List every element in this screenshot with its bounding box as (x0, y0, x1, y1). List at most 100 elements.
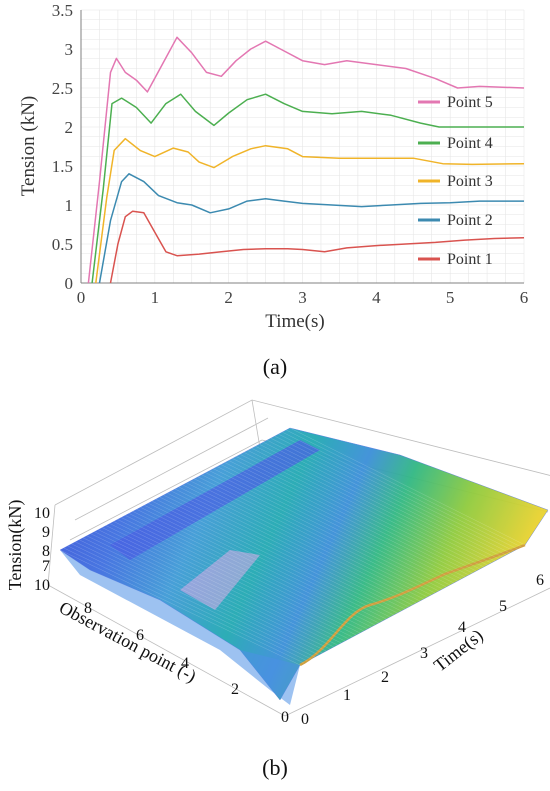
mesh-line (232, 458, 469, 576)
x-tick-label: 3 (420, 645, 428, 662)
chart-a-legend: Point 5 Point 4 Point 3 Point 2 Point 1 (418, 94, 493, 268)
mesh-line (251, 448, 488, 566)
mesh-line (71, 543, 312, 660)
y-tick-label: 2 (231, 681, 239, 698)
chart-a-x-tick-labels: 0 1 2 3 4 5 6 (77, 288, 529, 307)
x-tick-label: 4 (458, 619, 466, 636)
mesh-line (259, 444, 496, 562)
y-tick-label: 4 (181, 655, 189, 672)
mesh-line (163, 494, 402, 612)
x-tick-label: 3 (298, 288, 307, 307)
chart-a-y-tick-labels: 0 0.5 1 1.5 2 2.5 3 3.5 (52, 1, 73, 293)
mesh-line (117, 519, 357, 636)
mesh-line (94, 531, 334, 648)
mesh-line (289, 427, 526, 546)
series-line-point-5 (87, 36, 525, 284)
mesh-line (105, 525, 346, 642)
chart-b-y-tick-labels: 10 8 6 4 2 0 (34, 577, 289, 726)
mesh-line (190, 480, 428, 598)
series-line-point-4 (91, 93, 524, 284)
mesh-line (270, 438, 507, 556)
chart-b-surface (59, 427, 549, 705)
mesh-line (79, 539, 319, 656)
mesh-line (243, 452, 481, 570)
mesh-line (236, 456, 473, 574)
mesh-line (86, 535, 327, 652)
mesh-line (159, 496, 398, 614)
mesh-line (98, 529, 338, 646)
legend-label: Point 1 (447, 251, 493, 268)
mesh-line (213, 468, 451, 586)
y-tick-label: 1.5 (52, 157, 73, 176)
x-tick-label: 4 (372, 288, 381, 307)
mesh-line (209, 470, 447, 588)
mesh-line (247, 450, 484, 568)
chart-b-z-axis-title: Tension(kN) (5, 500, 26, 591)
mesh-line (186, 482, 424, 600)
z-tick-label: 7 (42, 558, 50, 575)
mesh-line (82, 537, 323, 654)
mesh-line (167, 492, 406, 610)
mesh-line (151, 501, 391, 618)
mesh-line (125, 515, 364, 632)
series-line-point-1 (109, 210, 525, 284)
mesh-line (132, 511, 372, 628)
x-tick-label: 2 (224, 288, 233, 307)
mesh-line (197, 476, 436, 594)
mesh-line (121, 517, 361, 634)
y-tick-label: 1 (65, 196, 74, 215)
mesh-line (136, 509, 376, 626)
mesh-line (155, 499, 394, 616)
y-tick-label: 2.5 (52, 79, 73, 98)
x-tick-label: 0 (77, 288, 86, 307)
legend-label: Point 3 (447, 173, 493, 190)
mesh-line (75, 541, 316, 658)
mesh-line (228, 460, 466, 578)
surface-front-edge (299, 543, 526, 667)
y-tick-label: 8 (84, 600, 92, 617)
mesh-line (174, 488, 413, 606)
mesh-line (274, 435, 511, 554)
y-tick-label: 10 (34, 577, 50, 594)
x-tick-label: 0 (301, 711, 309, 728)
caption-a: (a) (263, 354, 287, 379)
legend-label: Point 4 (447, 135, 493, 152)
mesh-line (240, 454, 477, 572)
y-tick-label: 3.5 (52, 1, 73, 20)
x-tick-label: 5 (499, 598, 507, 615)
x-tick-label: 1 (343, 687, 351, 704)
legend-label: Point 2 (447, 212, 493, 229)
mesh-line (220, 464, 458, 582)
chart-a-x-axis-title: Time(s) (265, 311, 324, 332)
mesh-line (144, 505, 383, 622)
y-tick-label: 0.5 (52, 235, 73, 254)
mesh-line (201, 474, 439, 592)
series-line-point-3 (95, 137, 525, 284)
mesh-line (255, 446, 492, 564)
caption-b: (b) (262, 755, 288, 780)
mesh-line (128, 513, 368, 630)
z-tick-label: 8 (42, 543, 50, 560)
mesh-line (113, 521, 353, 638)
mesh-line (90, 533, 331, 650)
mesh-line (217, 466, 454, 584)
legend-label: Point 5 (447, 94, 493, 111)
series-line-point-2 (98, 173, 524, 284)
x-tick-label: 5 (446, 288, 455, 307)
mesh-line (278, 433, 514, 552)
mesh-line (182, 484, 421, 602)
y-tick-label: 6 (136, 627, 144, 644)
chart-a-y-axis-title: Tension (kN) (18, 96, 39, 197)
chart-a-series-lines (87, 36, 525, 284)
x-tick-label: 6 (536, 572, 544, 589)
mesh-line (205, 472, 443, 590)
mesh-line (282, 431, 518, 550)
mesh-line (59, 549, 301, 666)
chart-b-x-tick-labels: 0 1 2 3 4 5 6 (301, 572, 544, 728)
y-tick-label: 2 (65, 118, 74, 137)
chart-b-mesh-lines (59, 427, 526, 666)
surface-peak-band (180, 550, 260, 610)
